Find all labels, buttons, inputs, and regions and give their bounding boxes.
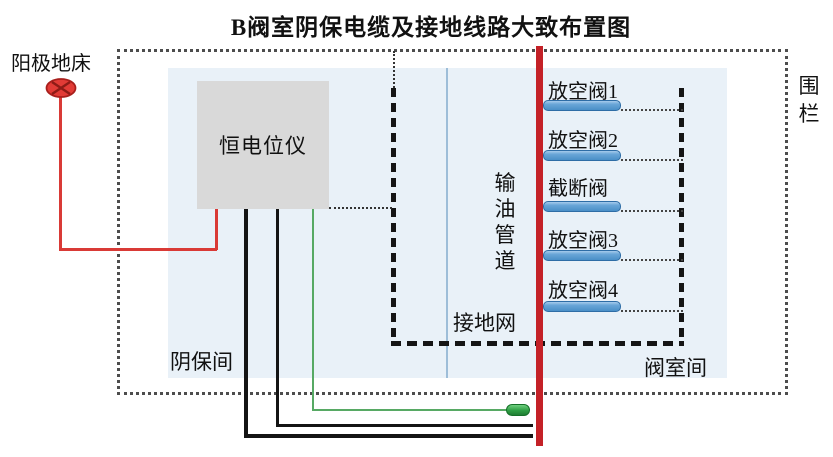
valve-connector-line-1 (621, 109, 683, 111)
valve-bar-5 (543, 301, 621, 312)
black-cable-1-horizontal (244, 434, 533, 438)
oil-pipeline-line (536, 46, 543, 446)
valve-label-1: 放空阀1 (548, 81, 618, 103)
green-cable-horizontal (312, 409, 508, 411)
grounding-net-label: 接地网 (453, 311, 516, 335)
anode-cable-horizontal (59, 248, 217, 251)
valve-bar-4 (543, 250, 621, 261)
fence-to-net-dotted-connector (393, 51, 395, 88)
black-cable-2-horizontal (276, 424, 533, 427)
anode-bed-icon (45, 78, 77, 98)
black-cable-2-vertical (276, 209, 279, 427)
anode-bed-label: 阳极地床 (11, 53, 91, 75)
potentiostat-box: 恒电位仪 (197, 81, 329, 209)
valve-connector-line-2 (621, 159, 683, 161)
fence-border (117, 49, 788, 395)
valve-label-5: 放空阀4 (548, 280, 618, 302)
grounding-electrode-icon (506, 404, 530, 416)
green-cable-vertical (312, 209, 314, 411)
grounding-net-right-line (679, 88, 684, 346)
valve-connector-line-4 (621, 259, 683, 261)
grounding-net-left-line (391, 88, 396, 346)
valve-room-label: 阀室间 (644, 356, 707, 380)
valve-bar-3 (543, 201, 621, 212)
diagram-title: B阀室阴保电缆及接地线路大致布置图 (230, 15, 632, 40)
valve-bar-1 (543, 100, 621, 111)
valve-bar-2 (543, 150, 621, 161)
black-cable-1-vertical (244, 209, 248, 438)
cathodic-protection-room-label: 阴保间 (170, 350, 233, 374)
valve-label-3: 截断阀 (548, 178, 608, 200)
valve-label-2: 放空阀2 (548, 130, 618, 152)
potentiostat-to-net-dotted-connector (329, 207, 392, 209)
valve-label-4: 放空阀3 (548, 230, 618, 252)
oil-pipeline-label: 输油管道 (494, 171, 516, 273)
valve-connector-line-3 (621, 210, 683, 212)
valve-connector-line-5 (621, 310, 683, 312)
anode-cable-riser (215, 209, 218, 250)
room-divider-line (446, 68, 448, 378)
fence-label: 围栏 (798, 74, 820, 126)
potentiostat-label: 恒电位仪 (219, 134, 307, 158)
anode-cable-vertical (59, 96, 62, 250)
